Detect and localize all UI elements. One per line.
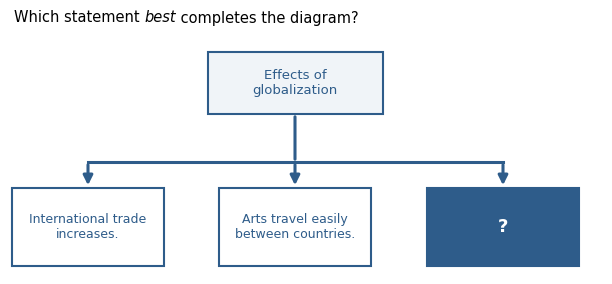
- Text: International trade
increases.: International trade increases.: [29, 213, 147, 241]
- Text: best: best: [144, 11, 176, 26]
- Text: Effects of
globalization: Effects of globalization: [252, 69, 338, 97]
- FancyBboxPatch shape: [207, 52, 382, 114]
- Text: Arts travel easily
between countries.: Arts travel easily between countries.: [235, 213, 355, 241]
- Text: ?: ?: [498, 218, 508, 236]
- Text: Which statement: Which statement: [14, 11, 144, 26]
- FancyBboxPatch shape: [427, 188, 579, 266]
- FancyBboxPatch shape: [219, 188, 371, 266]
- Text: completes the diagram?: completes the diagram?: [176, 11, 359, 26]
- FancyBboxPatch shape: [12, 188, 164, 266]
